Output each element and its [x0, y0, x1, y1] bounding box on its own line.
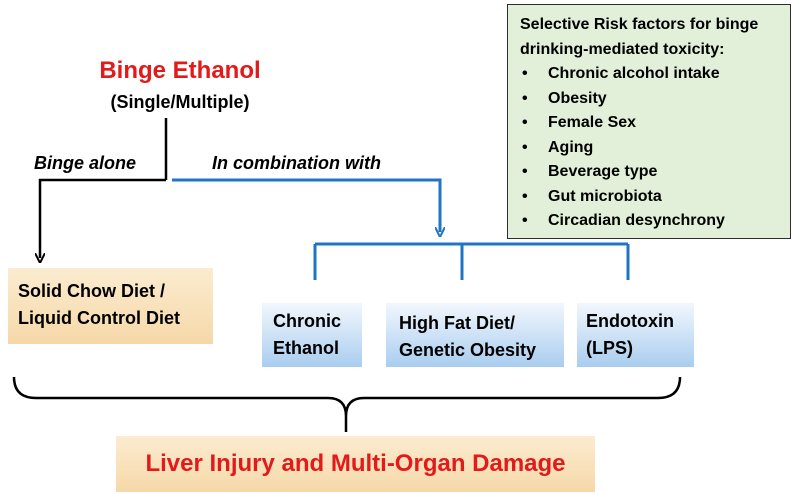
- risk-heading-line-2: drinking-mediated toxicity:: [520, 40, 725, 58]
- risk-factor-item: Gut microbiota: [520, 185, 784, 210]
- risk-factors-list: Chronic alcohol intake Obesity Female Se…: [520, 62, 784, 234]
- chronic-ethanol-box: Chronic Ethanol: [262, 303, 362, 367]
- bottom-brace: [12, 376, 682, 432]
- risk-factors-box: Selective Risk factors for binge drinkin…: [507, 4, 791, 239]
- endotoxin-line-2: (LPS): [586, 338, 633, 358]
- binge-ethanol-subtitle: (Single/Multiple): [110, 92, 250, 112]
- risk-factors-heading: Selective Risk factors for binge drinkin…: [520, 13, 784, 62]
- risk-factor-item: Female Sex: [520, 111, 784, 136]
- risk-factor-item: Circadian desynchrony: [520, 209, 784, 234]
- control-diet-box: Solid Chow Diet / Liquid Control Diet: [8, 268, 213, 344]
- liver-injury-outcome-box: Liver Injury and Multi-Organ Damage: [116, 436, 595, 492]
- binge-alone-arrow: [40, 178, 166, 258]
- combination-arrow: [172, 178, 440, 232]
- high-fat-diet-box: High Fat Diet/ Genetic Obesity: [386, 303, 564, 367]
- high-fat-diet-line-2: Genetic Obesity: [399, 340, 537, 360]
- chronic-ethanol-line-1: Chronic: [273, 311, 342, 331]
- risk-factor-item: Aging: [520, 136, 784, 161]
- chronic-ethanol-line-2: Ethanol: [273, 338, 339, 358]
- risk-factor-item: Chronic alcohol intake: [520, 62, 784, 87]
- endotoxin-box: Endotoxin (LPS): [577, 303, 694, 367]
- binge-alone-label: Binge alone: [34, 153, 137, 173]
- risk-factor-item: Obesity: [520, 87, 784, 112]
- binge-ethanol-title: Binge Ethanol: [99, 57, 261, 84]
- risk-factor-item: Beverage type: [520, 160, 784, 185]
- endotoxin-line-1: Endotoxin: [586, 311, 674, 331]
- control-diet-line-2: Liquid Control Diet: [18, 308, 180, 328]
- high-fat-diet-line-1: High Fat Diet/: [399, 313, 515, 333]
- control-diet-line-1: Solid Chow Diet /: [18, 281, 165, 301]
- in-combination-label: In combination with: [212, 153, 381, 173]
- risk-heading-line-1: Selective Risk factors for binge: [520, 16, 759, 33]
